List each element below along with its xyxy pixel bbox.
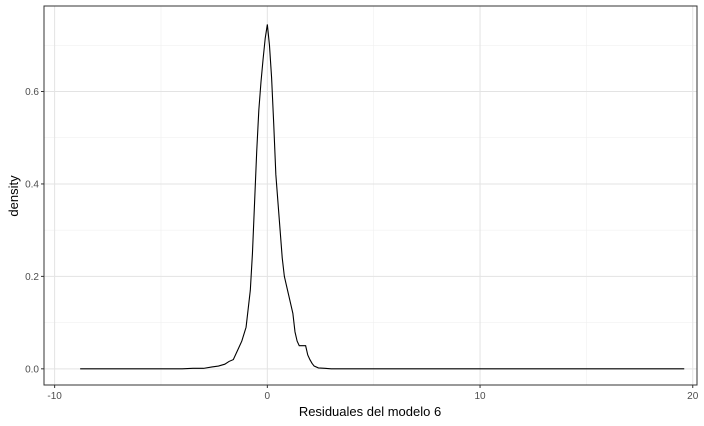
- y-tick-label: 0.6: [25, 87, 39, 98]
- density-curve: [80, 24, 685, 370]
- x-axis-title: Residuales del modelo 6: [299, 404, 441, 419]
- x-tick-label: 0: [265, 391, 271, 402]
- x-tick-label: 10: [474, 391, 486, 402]
- minor-gridlines: [44, 6, 697, 385]
- y-tick-label: 0.4: [25, 179, 39, 190]
- x-axis-ticks: -10 0 10 20: [47, 385, 699, 402]
- panel-background: [44, 6, 697, 385]
- y-tick-label: 0.0: [25, 364, 39, 375]
- x-tick-label: -10: [47, 391, 62, 402]
- x-tick-label: 20: [687, 391, 699, 402]
- panel-border: [43, 5, 698, 386]
- y-tick-label: 0.2: [25, 272, 39, 283]
- y-axis-ticks: 0.0 0.2 0.4 0.6: [25, 87, 44, 375]
- y-axis-title: density: [6, 175, 21, 217]
